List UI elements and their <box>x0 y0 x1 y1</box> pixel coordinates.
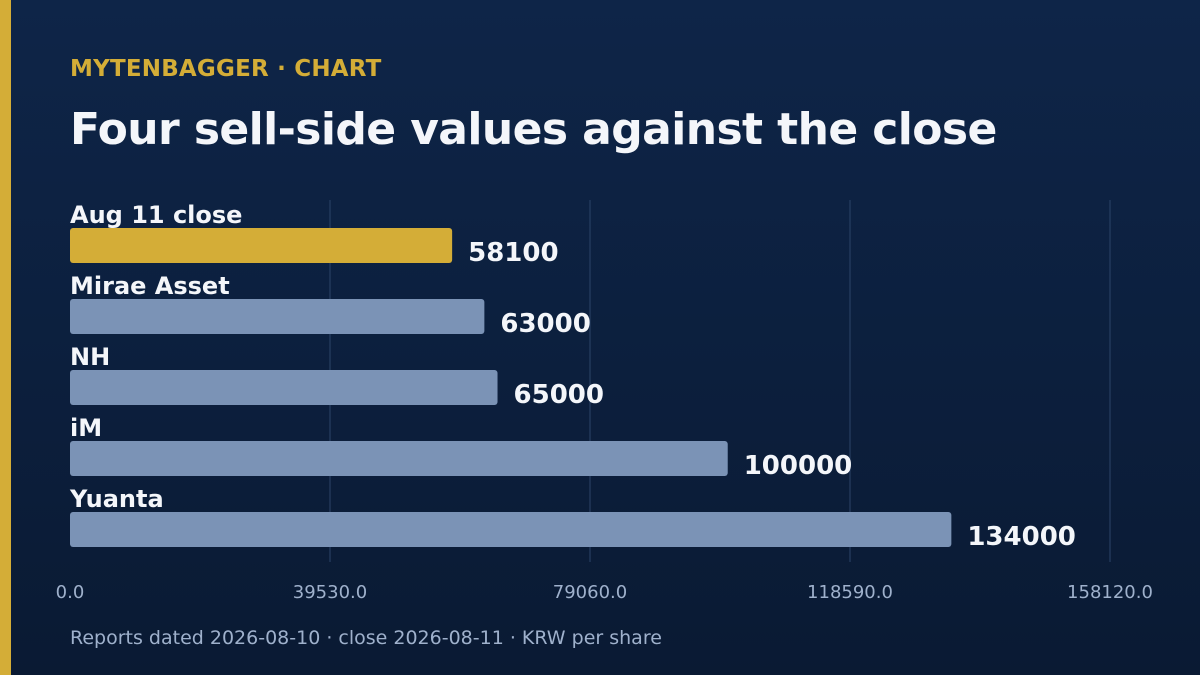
accent-stripe <box>0 0 11 675</box>
value-label: 134000 <box>967 522 1076 552</box>
bars <box>70 228 952 547</box>
chart-title: Four sell-side values against the close <box>70 104 997 155</box>
footer-note: Reports dated 2026-08-10 · close 2026-08… <box>70 627 662 649</box>
x-tick-label: 0.0 <box>56 582 85 603</box>
x-axis-ticks: 0.0 39530.0 79060.0 118590.0 158120.0 <box>56 582 1153 603</box>
value-label: 63000 <box>500 309 590 339</box>
bar <box>70 228 453 263</box>
x-tick-label: 118590.0 <box>807 582 893 603</box>
category-label: Yuanta <box>69 485 164 513</box>
category-label: NH <box>70 343 110 371</box>
bar <box>70 370 498 405</box>
labels: Aug 11 close 58100 Mirae Asset 63000 NH 65000… <box>69 201 1076 552</box>
bar <box>70 299 485 334</box>
category-label: Mirae Asset <box>70 272 230 300</box>
x-tick-label: 39530.0 <box>293 582 367 603</box>
category-label: iM <box>70 414 102 442</box>
value-label: 100000 <box>744 451 853 481</box>
bar <box>70 441 728 476</box>
x-tick-label: 79060.0 <box>553 582 627 603</box>
category-label: Aug 11 close <box>70 201 242 229</box>
x-tick-label: 158120.0 <box>1067 582 1153 603</box>
value-label: 65000 <box>514 380 604 410</box>
brand-label: MYTENBAGGER · CHART <box>70 56 382 82</box>
bar <box>70 512 952 547</box>
value-label: 58100 <box>468 238 558 268</box>
